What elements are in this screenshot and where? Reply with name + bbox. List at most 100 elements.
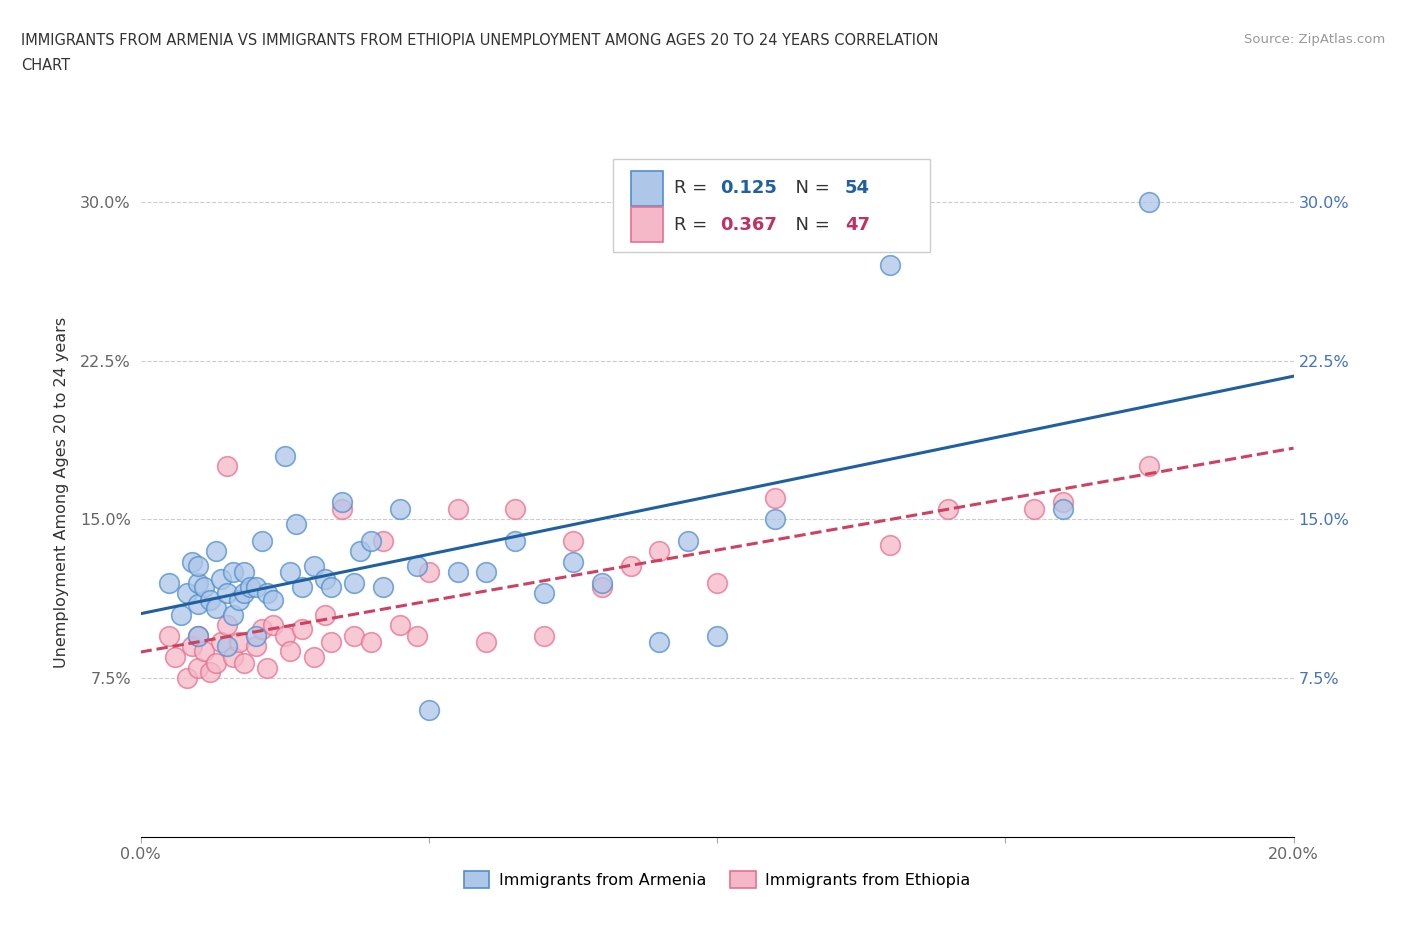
Point	[447, 501, 470, 516]
Point	[170, 607, 193, 622]
Point	[193, 579, 215, 594]
Point	[503, 533, 526, 548]
Point	[1139, 194, 1161, 209]
Point	[280, 644, 302, 658]
Point	[388, 618, 411, 632]
Point	[1024, 501, 1046, 516]
Point	[245, 639, 267, 654]
Point	[228, 635, 250, 650]
Point	[291, 579, 314, 594]
Point	[1052, 495, 1074, 510]
Text: R =: R =	[675, 179, 713, 197]
Point	[159, 576, 180, 591]
Point	[280, 565, 302, 579]
Point	[447, 565, 470, 579]
Point	[250, 622, 273, 637]
Point	[418, 702, 440, 717]
Point	[274, 629, 297, 644]
Point	[228, 592, 250, 607]
Point	[187, 559, 209, 574]
Point	[233, 656, 256, 671]
Point	[319, 579, 342, 594]
Point	[193, 644, 215, 658]
Point	[233, 565, 256, 579]
Point	[648, 635, 671, 650]
Text: N =: N =	[785, 216, 835, 233]
Point	[648, 544, 671, 559]
Point	[165, 649, 187, 664]
Point	[360, 533, 382, 548]
Point	[503, 501, 526, 516]
Text: R =: R =	[675, 216, 713, 233]
Y-axis label: Unemployment Among Ages 20 to 24 years: Unemployment Among Ages 20 to 24 years	[53, 317, 69, 669]
Point	[187, 629, 209, 644]
Point	[187, 660, 209, 675]
Point	[314, 571, 336, 586]
Legend: Immigrants from Armenia, Immigrants from Ethiopia: Immigrants from Armenia, Immigrants from…	[457, 865, 977, 895]
Text: 54: 54	[845, 179, 870, 197]
Point	[591, 576, 613, 591]
Point	[176, 586, 198, 601]
Point	[879, 258, 901, 272]
Point	[217, 618, 239, 632]
Point	[562, 533, 585, 548]
Point	[533, 629, 555, 644]
Point	[245, 579, 267, 594]
Point	[222, 565, 245, 579]
Point	[262, 592, 284, 607]
Point	[936, 501, 959, 516]
Text: 0.125: 0.125	[720, 179, 778, 197]
Point	[418, 565, 440, 579]
Point	[475, 565, 498, 579]
Point	[217, 639, 239, 654]
Point	[314, 607, 336, 622]
Point	[678, 533, 700, 548]
Point	[198, 664, 221, 679]
Point	[262, 618, 284, 632]
Point	[763, 491, 786, 506]
Point	[533, 586, 555, 601]
Text: CHART: CHART	[21, 58, 70, 73]
Point	[222, 649, 245, 664]
Point	[181, 639, 204, 654]
Point	[406, 629, 429, 644]
Point	[198, 592, 221, 607]
Point	[475, 635, 498, 650]
Point	[256, 660, 278, 675]
Point	[187, 576, 209, 591]
Point	[222, 607, 245, 622]
Text: 0.367: 0.367	[720, 216, 778, 233]
Point	[209, 571, 232, 586]
FancyBboxPatch shape	[613, 159, 931, 252]
Point	[562, 554, 585, 569]
Point	[619, 559, 641, 574]
Point	[343, 629, 366, 644]
Point	[360, 635, 382, 650]
Point	[879, 538, 901, 552]
Point	[245, 629, 267, 644]
Text: Source: ZipAtlas.com: Source: ZipAtlas.com	[1244, 33, 1385, 46]
Point	[256, 586, 278, 601]
Point	[233, 586, 256, 601]
Point	[181, 554, 204, 569]
Point	[319, 635, 342, 650]
Point	[706, 576, 728, 591]
Text: IMMIGRANTS FROM ARMENIA VS IMMIGRANTS FROM ETHIOPIA UNEMPLOYMENT AMONG AGES 20 T: IMMIGRANTS FROM ARMENIA VS IMMIGRANTS FR…	[21, 33, 939, 47]
Point	[187, 597, 209, 612]
Point	[343, 576, 366, 591]
Point	[406, 559, 429, 574]
Text: 47: 47	[845, 216, 870, 233]
Point	[302, 649, 325, 664]
Point	[302, 559, 325, 574]
Point	[371, 533, 394, 548]
Point	[291, 622, 314, 637]
Point	[285, 516, 308, 531]
Text: N =: N =	[785, 179, 835, 197]
Point	[217, 586, 239, 601]
Point	[1139, 459, 1161, 474]
Point	[250, 533, 273, 548]
Point	[371, 579, 394, 594]
Point	[763, 512, 786, 526]
Point	[209, 635, 232, 650]
Point	[204, 601, 226, 616]
